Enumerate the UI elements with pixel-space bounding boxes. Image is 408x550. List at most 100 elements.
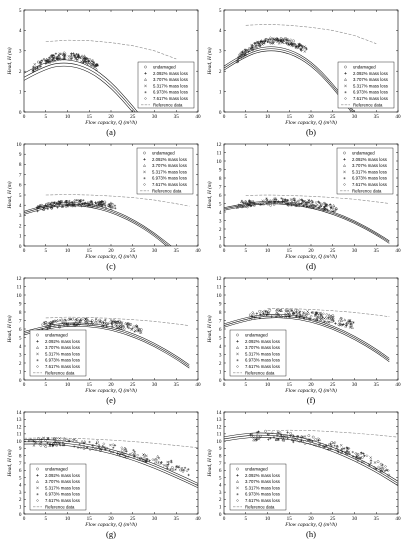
data-point bbox=[43, 323, 46, 326]
data-point bbox=[36, 67, 39, 70]
data-point bbox=[46, 207, 49, 211]
data-point bbox=[245, 48, 249, 52]
data-point bbox=[100, 324, 104, 328]
data-point bbox=[315, 311, 319, 314]
fit-curve bbox=[24, 443, 198, 489]
data-point bbox=[345, 324, 348, 327]
fit-curve bbox=[224, 317, 390, 362]
y-tick-label: 9 bbox=[19, 301, 22, 307]
data-point bbox=[237, 204, 241, 208]
data-point bbox=[32, 65, 35, 69]
data-point bbox=[62, 57, 66, 60]
data-point bbox=[276, 38, 280, 42]
x-axis-label: Flow capacity, Q (m³/h) bbox=[84, 253, 137, 260]
data-point bbox=[46, 327, 49, 331]
data-point bbox=[295, 314, 298, 317]
data-point bbox=[305, 204, 309, 208]
data-point bbox=[279, 39, 283, 43]
data-point bbox=[42, 205, 45, 209]
legend-swatch-marker bbox=[144, 84, 147, 88]
data-point bbox=[290, 438, 294, 441]
data-point bbox=[95, 321, 99, 325]
y-tick-label: 10 bbox=[216, 293, 222, 299]
data-point bbox=[171, 467, 175, 471]
plot-area bbox=[224, 308, 390, 362]
legend-entry: 6.973% mass loss bbox=[45, 358, 80, 363]
data-point bbox=[115, 324, 118, 327]
data-point bbox=[309, 202, 312, 206]
data-point bbox=[346, 447, 350, 451]
y-tick-label: 12 bbox=[16, 276, 22, 282]
data-point bbox=[109, 206, 113, 210]
data-point bbox=[318, 313, 321, 317]
legend-entry: 7.617% mass loss bbox=[152, 182, 187, 187]
data-point bbox=[294, 200, 298, 203]
data-point bbox=[95, 64, 98, 67]
y-tick-label: 8 bbox=[219, 176, 222, 182]
data-point bbox=[258, 317, 261, 320]
data-point bbox=[296, 199, 300, 203]
y-tick-label: 7 bbox=[219, 184, 222, 190]
x-axis-label: Flow capacity, Q (m³/h) bbox=[84, 521, 137, 528]
data-point bbox=[277, 42, 281, 45]
data-point bbox=[48, 443, 52, 446]
data-point bbox=[252, 203, 256, 206]
x-axis-label: Flow capacity, Q (m³/h) bbox=[84, 119, 137, 126]
data-point bbox=[279, 309, 283, 312]
y-tick-label: 10 bbox=[16, 439, 22, 445]
data-point bbox=[309, 439, 313, 442]
data-point bbox=[294, 43, 298, 47]
data-point bbox=[107, 204, 111, 208]
data-point bbox=[113, 323, 117, 327]
data-point bbox=[294, 46, 298, 50]
y-tick-label: 5 bbox=[219, 201, 222, 207]
data-point bbox=[68, 199, 71, 203]
legend-entry: 7.617% mass loss bbox=[245, 364, 280, 369]
data-point bbox=[289, 43, 293, 46]
x-tick-label: 15 bbox=[87, 382, 93, 388]
legend-entry: 3.707% mass loss bbox=[153, 77, 188, 82]
data-point bbox=[74, 320, 78, 324]
data-point bbox=[39, 65, 42, 68]
data-point bbox=[179, 468, 182, 472]
data-point bbox=[303, 50, 307, 53]
legend-swatch-marker bbox=[36, 359, 39, 362]
data-point bbox=[274, 38, 277, 42]
data-point bbox=[91, 58, 94, 62]
data-point bbox=[269, 36, 272, 40]
data-point bbox=[139, 456, 143, 460]
legend-swatch-marker bbox=[36, 486, 39, 490]
y-tick-label: 6 bbox=[219, 327, 222, 333]
y-tick-label: 13 bbox=[216, 417, 222, 423]
x-tick-label: 0 bbox=[223, 516, 226, 522]
data-point bbox=[136, 453, 140, 457]
reference-curve bbox=[45, 194, 190, 207]
data-point bbox=[276, 433, 279, 437]
y-tick-label: 2 bbox=[19, 223, 22, 229]
legend-entry: 3.707% mass loss bbox=[152, 163, 187, 168]
data-point bbox=[365, 454, 369, 458]
y-tick-label: 0 bbox=[19, 512, 22, 518]
data-point bbox=[293, 42, 296, 46]
data-point bbox=[272, 199, 276, 203]
data-point bbox=[57, 55, 61, 59]
data-point bbox=[314, 201, 318, 204]
data-point bbox=[52, 436, 56, 440]
data-point bbox=[74, 56, 78, 60]
data-point bbox=[44, 445, 48, 448]
data-point bbox=[258, 435, 262, 439]
data-point bbox=[281, 200, 284, 203]
data-point bbox=[256, 40, 260, 44]
data-point bbox=[46, 436, 50, 440]
data-point bbox=[244, 205, 248, 209]
data-point bbox=[324, 207, 328, 210]
x-tick-label: 0 bbox=[223, 248, 226, 254]
chart-panel: 0 5 10 15 20 25 30 35 40 0 1 2 3 4 5 Flow capacity, Q (… bbox=[206, 8, 401, 137]
legend-box bbox=[136, 147, 194, 195]
data-point bbox=[369, 459, 373, 462]
legend-swatch-marker bbox=[36, 352, 39, 356]
data-point bbox=[329, 447, 333, 451]
legend-entry: 2.092% mass loss bbox=[152, 157, 187, 162]
legend-swatch-marker bbox=[343, 158, 346, 161]
